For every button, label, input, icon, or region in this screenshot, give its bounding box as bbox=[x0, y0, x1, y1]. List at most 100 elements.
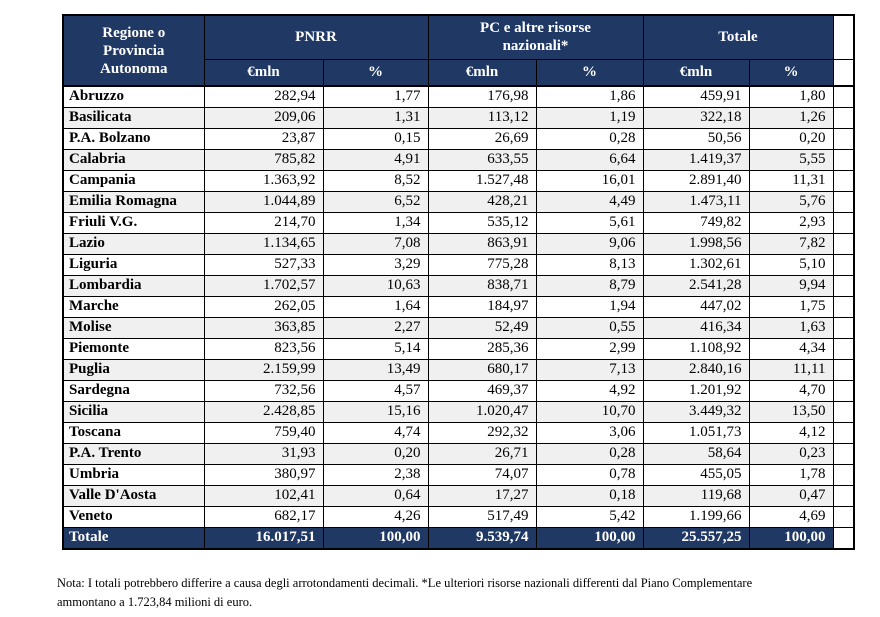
value-cell: 1.051,73 bbox=[642, 421, 750, 444]
value-cell: 7,08 bbox=[322, 232, 429, 255]
table-row: Sicilia 2.428,85 15,16 1.020,47 10,70 3.449,3… bbox=[62, 400, 855, 423]
value-cell: 1.134,65 bbox=[203, 232, 324, 255]
spacer-cell bbox=[832, 337, 855, 360]
value-cell: 2.159,99 bbox=[203, 358, 324, 381]
value-cell: 0,55 bbox=[535, 316, 644, 339]
value-cell: 209,06 bbox=[203, 106, 324, 129]
value-cell: 1,77 bbox=[322, 85, 429, 108]
spacer-cell bbox=[832, 274, 855, 297]
pnrr-regional-allocation-table: Regione o Provincia Autonoma PNRR PC e a… bbox=[62, 14, 855, 550]
spacer-cell bbox=[832, 148, 855, 171]
value-cell: 1.473,11 bbox=[642, 190, 750, 213]
value-cell: 0,18 bbox=[535, 484, 644, 507]
value-cell: 58,64 bbox=[642, 442, 750, 465]
value-cell: 447,02 bbox=[642, 295, 750, 318]
value-cell: 1,26 bbox=[748, 106, 834, 129]
total-totale-emln: 25.557,25 bbox=[642, 526, 750, 550]
table-row: Lombardia 1.702,57 10,63 838,71 8,79 2.541,28… bbox=[62, 274, 855, 297]
value-cell: 119,68 bbox=[642, 484, 750, 507]
table-row: Piemonte 823,56 5,14 285,36 2,99 1.108,92 4,34 bbox=[62, 337, 855, 360]
value-cell: 16,01 bbox=[535, 169, 644, 192]
value-cell: 4,26 bbox=[322, 505, 429, 528]
value-cell: 5,14 bbox=[322, 337, 429, 360]
value-cell: 285,36 bbox=[427, 337, 537, 360]
spacer-cell bbox=[832, 127, 855, 150]
value-cell: 11,11 bbox=[748, 358, 834, 381]
value-cell: 0,20 bbox=[748, 127, 834, 150]
region-name: Friuli V.G. bbox=[62, 211, 205, 234]
spacer-cell bbox=[832, 106, 855, 129]
value-cell: 50,56 bbox=[642, 127, 750, 150]
region-name: Emilia Romagna bbox=[62, 190, 205, 213]
value-cell: 2,99 bbox=[535, 337, 644, 360]
value-cell: 113,12 bbox=[427, 106, 537, 129]
table-row: Abruzzo 282,94 1,77 176,98 1,86 459,91 1,80 bbox=[62, 85, 855, 108]
value-cell: 1.044,89 bbox=[203, 190, 324, 213]
region-name: Calabria bbox=[62, 148, 205, 171]
region-name: Valle D'Aosta bbox=[62, 484, 205, 507]
subheader-totale-emln: €mln bbox=[642, 58, 750, 87]
value-cell: 282,94 bbox=[203, 85, 324, 108]
value-cell: 214,70 bbox=[203, 211, 324, 234]
region-name: Toscana bbox=[62, 421, 205, 444]
spacer-cell bbox=[832, 358, 855, 381]
value-cell: 2,38 bbox=[322, 463, 429, 486]
value-cell: 1,80 bbox=[748, 85, 834, 108]
value-cell: 4,49 bbox=[535, 190, 644, 213]
value-cell: 0,28 bbox=[535, 442, 644, 465]
value-cell: 0,23 bbox=[748, 442, 834, 465]
total-pnrr-pct: 100,00 bbox=[322, 526, 429, 550]
value-cell: 1,64 bbox=[322, 295, 429, 318]
spacer-cell bbox=[832, 169, 855, 192]
value-cell: 7,13 bbox=[535, 358, 644, 381]
region-name: P.A. Bolzano bbox=[62, 127, 205, 150]
value-cell: 15,16 bbox=[322, 400, 429, 423]
region-name: Molise bbox=[62, 316, 205, 339]
value-cell: 10,63 bbox=[322, 274, 429, 297]
value-cell: 26,69 bbox=[427, 127, 537, 150]
table-row: Calabria 785,82 4,91 633,55 6,64 1.419,37 5,55 bbox=[62, 148, 855, 171]
value-cell: 9,06 bbox=[535, 232, 644, 255]
total-totale-pct: 100,00 bbox=[748, 526, 834, 550]
spacer-total-cell bbox=[832, 526, 855, 550]
value-cell: 732,56 bbox=[203, 379, 324, 402]
value-cell: 1,94 bbox=[535, 295, 644, 318]
value-cell: 416,34 bbox=[642, 316, 750, 339]
region-name: Liguria bbox=[62, 253, 205, 276]
value-cell: 11,31 bbox=[748, 169, 834, 192]
value-cell: 380,97 bbox=[203, 463, 324, 486]
header-sub-row: €mln % €mln % €mln % bbox=[63, 58, 855, 87]
value-cell: 838,71 bbox=[427, 274, 537, 297]
value-cell: 633,55 bbox=[427, 148, 537, 171]
value-cell: 682,17 bbox=[203, 505, 324, 528]
subheader-pc-emln: €mln bbox=[427, 58, 537, 87]
value-cell: 4,92 bbox=[535, 379, 644, 402]
region-name: Sardegna bbox=[62, 379, 205, 402]
spacer-cell bbox=[832, 316, 855, 339]
value-cell: 1.302,61 bbox=[642, 253, 750, 276]
region-name: Basilicata bbox=[62, 106, 205, 129]
value-cell: 2,27 bbox=[322, 316, 429, 339]
value-cell: 459,91 bbox=[642, 85, 750, 108]
value-cell: 292,32 bbox=[427, 421, 537, 444]
spacer-cell bbox=[832, 400, 855, 423]
table-row: Lazio 1.134,65 7,08 863,91 9,06 1.998,56 7,82 bbox=[62, 232, 855, 255]
table-row: P.A. Bolzano 23,87 0,15 26,69 0,28 50,56 0,20 bbox=[62, 127, 855, 150]
region-column-header: Regione o Provincia Autonoma bbox=[62, 14, 205, 87]
value-cell: 3,29 bbox=[322, 253, 429, 276]
spacer-cell bbox=[832, 379, 855, 402]
total-row-label: Totale bbox=[62, 526, 205, 550]
value-cell: 363,85 bbox=[203, 316, 324, 339]
group-header-pnrr: PNRR bbox=[203, 14, 429, 60]
value-cell: 469,37 bbox=[427, 379, 537, 402]
region-name: Umbria bbox=[62, 463, 205, 486]
spacer-cell bbox=[832, 190, 855, 213]
value-cell: 4,69 bbox=[748, 505, 834, 528]
value-cell: 322,18 bbox=[642, 106, 750, 129]
region-name: Veneto bbox=[62, 505, 205, 528]
value-cell: 74,07 bbox=[427, 463, 537, 486]
subheader-pnrr-pct: % bbox=[322, 58, 429, 87]
table-row: Liguria 527,33 3,29 775,28 8,13 1.302,61 5,10 bbox=[62, 253, 855, 276]
value-cell: 5,61 bbox=[535, 211, 644, 234]
total-pc-pct: 100,00 bbox=[535, 526, 644, 550]
